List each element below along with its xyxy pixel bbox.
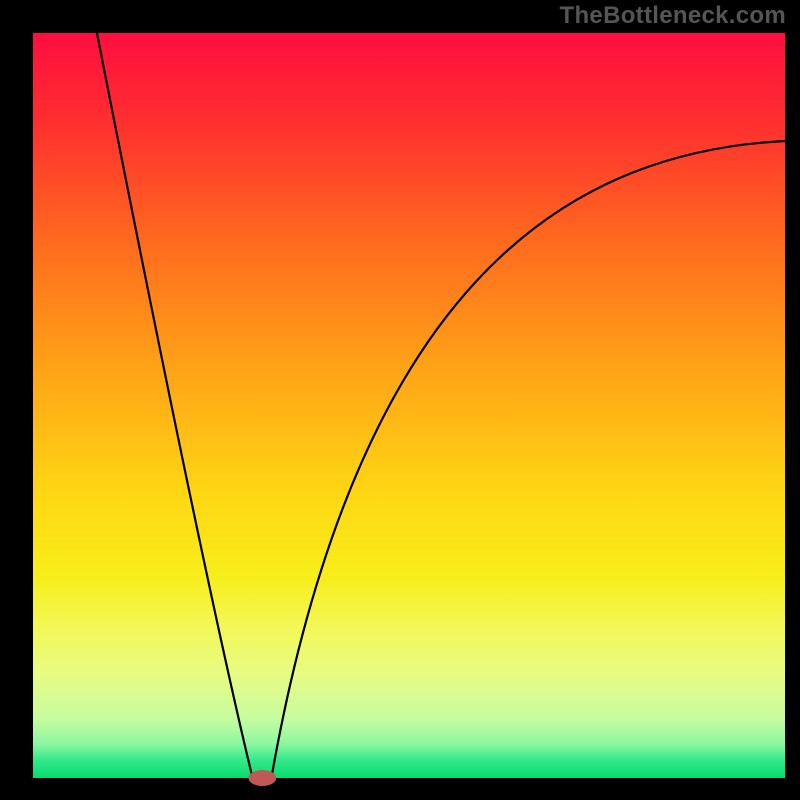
plot-area bbox=[33, 33, 785, 778]
bottleneck-chart bbox=[0, 0, 800, 800]
watermark-text: TheBottleneck.com bbox=[560, 2, 786, 30]
optimal-point-marker bbox=[248, 770, 276, 786]
chart-container: TheBottleneck.com bbox=[0, 0, 800, 800]
